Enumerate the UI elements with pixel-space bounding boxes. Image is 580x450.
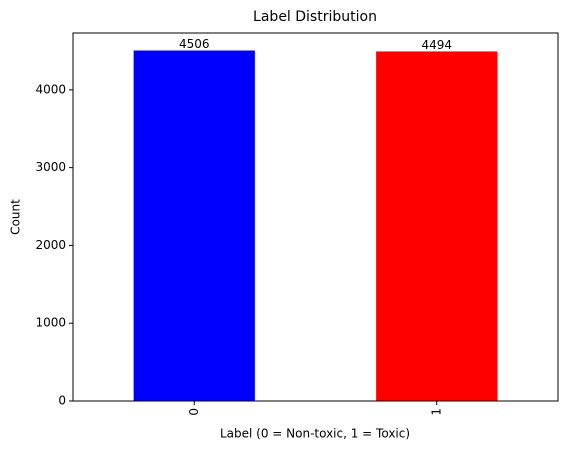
- bar: [376, 51, 498, 402]
- data-label: 4506: [179, 37, 210, 51]
- y-tick-label: 4000: [35, 82, 66, 96]
- x-tick-label: 1: [429, 408, 443, 416]
- y-tick-label: 1000: [35, 316, 66, 330]
- x-axis-label: Label (0 = Non-toxic, 1 = Toxic): [220, 427, 410, 441]
- plot-frame: [72, 32, 559, 402]
- y-axis-label: Count: [9, 199, 23, 235]
- y-tick-label: 3000: [35, 160, 66, 174]
- y-tick-label: 0: [58, 394, 66, 408]
- x-tick-label: 0: [187, 408, 201, 416]
- bar: [133, 50, 255, 401]
- y-tick-label: 2000: [35, 238, 66, 252]
- data-label: 4494: [421, 38, 452, 52]
- chart-title: Label Distribution: [253, 9, 377, 25]
